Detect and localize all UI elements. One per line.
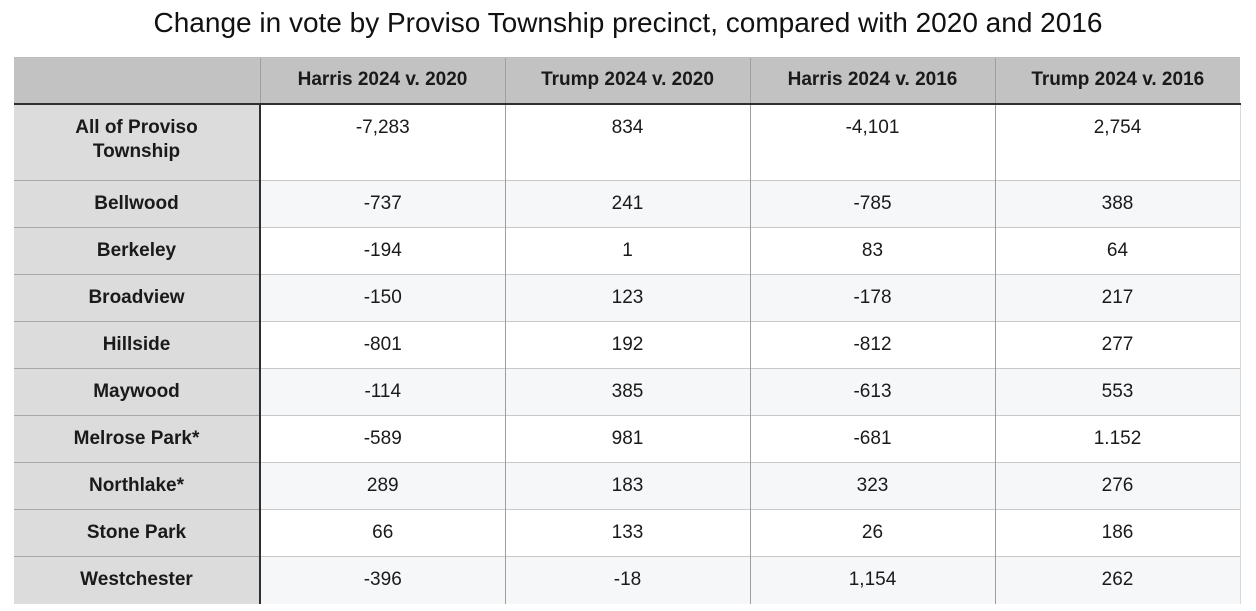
table-row: Melrose Park* -589 981 -681 1.152	[14, 415, 1241, 463]
table-cell: -194	[259, 227, 505, 275]
table-cell: 64	[994, 227, 1241, 275]
table-cell: 1.152	[994, 415, 1241, 463]
table-cell: 834	[504, 103, 750, 181]
table-cell: -7,283	[259, 103, 505, 181]
row-label: Bellwood	[14, 180, 261, 228]
table-cell: 66	[259, 509, 505, 557]
row-label: Westchester	[14, 556, 261, 604]
row-label: Maywood	[14, 368, 261, 416]
table-cell: 186	[994, 509, 1241, 557]
table-row: Northlake* 289 183 323 276	[14, 462, 1241, 510]
table-cell: -681	[749, 415, 995, 463]
header-row: Harris 2024 v. 2020 Trump 2024 v. 2020 H…	[14, 57, 1240, 105]
table-cell: 26	[749, 509, 995, 557]
table-cell: 277	[994, 321, 1241, 369]
table-cell: -114	[259, 368, 505, 416]
table-cell: -785	[749, 180, 995, 228]
table-cell: 289	[259, 462, 505, 510]
table-row: Hillside -801 192 -812 277	[14, 321, 1241, 369]
vote-change-table: Harris 2024 v. 2020 Trump 2024 v. 2020 H…	[14, 57, 1241, 604]
header-cell-trump-2020: Trump 2024 v. 2020	[504, 57, 750, 105]
table-cell: 183	[504, 462, 750, 510]
table-row: Bellwood -737 241 -785 388	[14, 180, 1241, 228]
table-cell: 981	[504, 415, 750, 463]
page-title: Change in vote by Proviso Township preci…	[153, 7, 1103, 38]
table-cell: -801	[259, 321, 505, 369]
table-cell: -18	[504, 556, 750, 604]
table-row: All of Proviso Township -7,283 834 -4,10…	[14, 103, 1241, 181]
table-cell: -737	[259, 180, 505, 228]
row-label: All of Proviso Township	[14, 103, 261, 181]
table-body: All of Proviso Township -7,283 834 -4,10…	[14, 103, 1241, 604]
table-cell: 192	[504, 321, 750, 369]
row-label: Hillside	[14, 321, 261, 369]
table-cell: 553	[994, 368, 1241, 416]
table-row: Broadview -150 123 -178 217	[14, 274, 1241, 322]
table-cell: 217	[994, 274, 1241, 322]
table-row: Berkeley -194 1 83 64	[14, 227, 1241, 275]
table-cell: -812	[749, 321, 995, 369]
table-cell: -178	[749, 274, 995, 322]
row-label: Northlake*	[14, 462, 261, 510]
table-cell: 1	[504, 227, 750, 275]
table-cell: 123	[504, 274, 750, 322]
table-cell: 385	[504, 368, 750, 416]
table-cell: -613	[749, 368, 995, 416]
table-cell: 323	[749, 462, 995, 510]
table-cell: 83	[749, 227, 995, 275]
header-cell-harris-2020: Harris 2024 v. 2020	[259, 57, 505, 105]
table-cell: 1,154	[749, 556, 995, 604]
table-cell: -4,101	[749, 103, 995, 181]
table-row: Westchester -396 -18 1,154 262	[14, 556, 1241, 604]
row-label: Broadview	[14, 274, 261, 322]
table-cell: 388	[994, 180, 1241, 228]
table-cell: 262	[994, 556, 1241, 604]
header-cell-harris-2016: Harris 2024 v. 2016	[749, 57, 995, 105]
table-cell: -589	[259, 415, 505, 463]
header-cell-blank	[14, 57, 260, 105]
table-cell: 241	[504, 180, 750, 228]
row-label: Melrose Park*	[14, 415, 261, 463]
table-cell: 133	[504, 509, 750, 557]
header-cell-trump-2016: Trump 2024 v. 2016	[994, 57, 1240, 105]
table-row: Maywood -114 385 -613 553	[14, 368, 1241, 416]
table-header: Harris 2024 v. 2020 Trump 2024 v. 2020 H…	[14, 57, 1240, 105]
table-cell: -150	[259, 274, 505, 322]
table-row: Stone Park 66 133 26 186	[14, 509, 1241, 557]
table-cell: 276	[994, 462, 1241, 510]
row-label: Stone Park	[14, 509, 261, 557]
table-cell: 2,754	[994, 103, 1241, 181]
row-label: Berkeley	[14, 227, 261, 275]
table-cell: -396	[259, 556, 505, 604]
